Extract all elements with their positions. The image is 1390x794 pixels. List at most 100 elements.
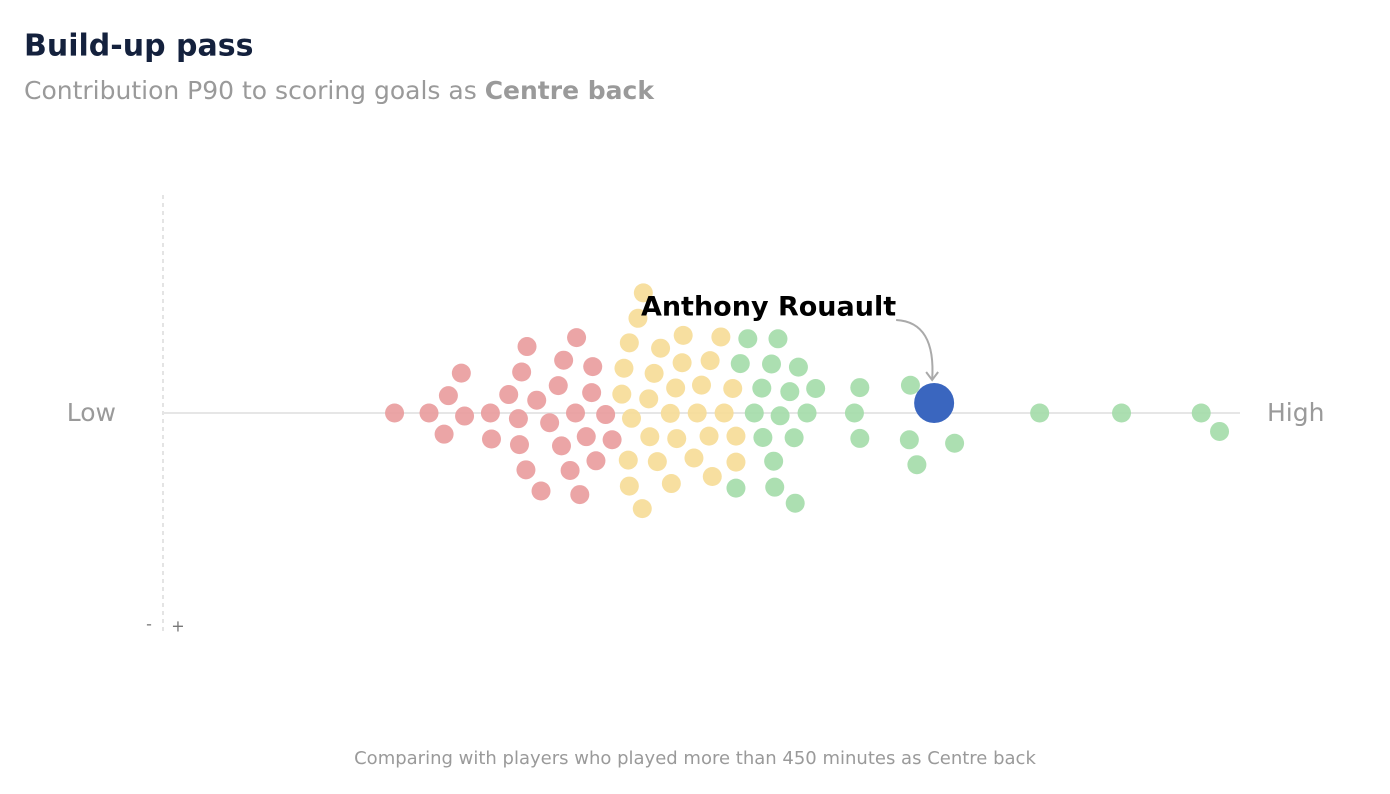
player-dot	[385, 403, 405, 423]
player-dot	[850, 378, 870, 398]
player-dot	[738, 329, 758, 349]
player-dot	[451, 363, 471, 383]
player-dot	[762, 354, 782, 374]
highlight-dot	[914, 383, 955, 423]
player-dot	[660, 403, 680, 423]
player-dot	[806, 378, 826, 398]
player-dot	[540, 413, 560, 433]
player-dot	[723, 378, 743, 398]
player-dot	[576, 427, 596, 447]
player-dot	[673, 325, 693, 345]
player-dot	[548, 376, 568, 396]
dots	[385, 283, 1230, 519]
player-dot	[619, 476, 639, 496]
player-dot	[419, 403, 439, 423]
arrow-head	[925, 371, 939, 382]
player-dot	[647, 452, 667, 472]
player-dot	[509, 435, 529, 455]
player-dot	[672, 353, 692, 373]
player-dot	[455, 406, 475, 426]
player-dot	[639, 389, 659, 409]
player-dot	[907, 455, 927, 475]
player-dot	[687, 403, 707, 423]
player-dot	[434, 424, 454, 444]
player-dot	[508, 409, 528, 429]
player-dot	[752, 378, 772, 398]
player-dot	[570, 485, 590, 505]
footnote: Comparing with players who played more t…	[354, 748, 1036, 769]
minus-label: -	[146, 615, 152, 634]
subtitle-position: Centre back	[485, 76, 656, 105]
player-dot	[644, 363, 664, 383]
player-dot	[945, 433, 965, 453]
player-dot	[850, 428, 870, 448]
player-dot	[651, 338, 671, 358]
player-dot	[797, 403, 817, 423]
player-dot	[632, 499, 652, 519]
player-dot	[619, 333, 639, 353]
player-dot	[785, 493, 805, 513]
player-dot	[788, 357, 808, 377]
player-dot	[753, 428, 773, 448]
player-dot	[560, 460, 580, 480]
player-dot	[784, 428, 804, 448]
player-dot	[531, 481, 551, 501]
player-dot	[899, 430, 919, 450]
player-dot	[726, 452, 746, 472]
player-dot	[516, 460, 536, 480]
player-dot	[583, 357, 603, 377]
player-dot	[684, 448, 704, 468]
player-dot	[614, 358, 634, 378]
player-dot	[700, 351, 720, 371]
player-dot	[667, 429, 687, 449]
high-label: High	[1267, 398, 1324, 427]
player-dot	[744, 403, 764, 423]
player-dot	[661, 474, 681, 494]
player-dot	[764, 451, 784, 471]
player-dot	[551, 436, 571, 456]
player-dot	[726, 478, 746, 498]
low-label: Low	[67, 398, 116, 427]
annotation-arrow	[896, 319, 934, 381]
player-dot	[612, 384, 632, 404]
player-dot	[1030, 403, 1050, 423]
player-dot	[565, 403, 585, 423]
player-dot	[768, 329, 788, 349]
player-dot	[844, 403, 864, 423]
subtitle-text: Contribution P90 to scoring goals as	[24, 76, 477, 105]
player-dot	[512, 362, 532, 382]
player-dot	[621, 408, 641, 428]
player-dot	[640, 427, 660, 447]
player-dot	[438, 386, 458, 406]
player-dot	[602, 430, 622, 450]
plus-label: +	[171, 617, 184, 636]
player-dot	[481, 429, 501, 449]
player-dot	[586, 451, 606, 471]
player-dot	[711, 327, 731, 347]
player-dot	[1191, 403, 1211, 423]
player-dot	[527, 390, 547, 410]
player-dot	[726, 426, 746, 446]
player-dot	[628, 308, 648, 328]
player-dot	[567, 328, 587, 348]
player-dot	[714, 403, 734, 423]
player-dot	[692, 375, 711, 395]
player-dot	[770, 406, 790, 426]
highlight-name: Anthony Rouault	[641, 292, 896, 323]
player-dot	[730, 354, 750, 374]
player-dot	[618, 450, 638, 470]
player-dot	[780, 382, 800, 402]
player-dot	[633, 283, 653, 303]
player-dot	[517, 337, 537, 357]
player-dot	[765, 477, 785, 497]
player-dot	[699, 426, 719, 446]
player-dot	[480, 403, 500, 423]
player-dot	[582, 383, 602, 403]
player-dot	[596, 405, 616, 425]
chart-title: Build-up pass	[24, 29, 253, 64]
player-dot	[499, 385, 519, 405]
player-dot	[702, 466, 722, 486]
chart-subtitle: Contribution P90 to scoring goals as Cen…	[24, 76, 655, 105]
player-dot	[900, 375, 920, 395]
